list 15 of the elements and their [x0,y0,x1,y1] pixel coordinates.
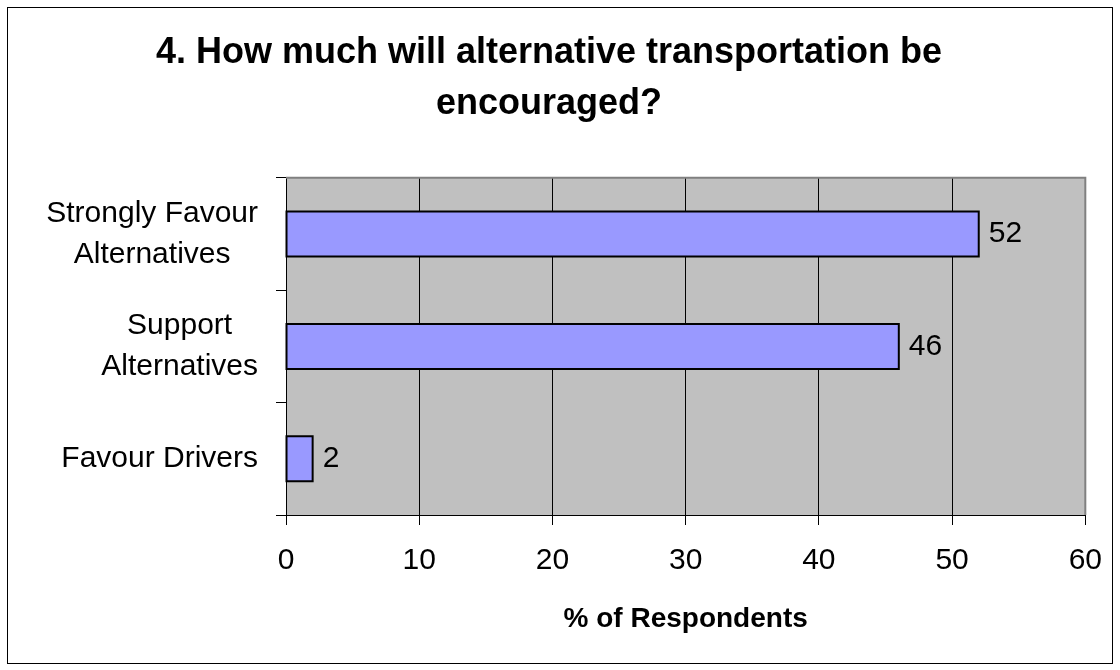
x-tick-label: 20 [535,542,570,576]
x-tick-label: 50 [935,542,969,576]
data-label: 52 [988,215,1023,249]
x-tick-label: 0 [277,542,295,576]
x-tick-label: 30 [668,542,703,576]
x-tick-label: 40 [802,542,836,576]
x-tick-label: 10 [402,542,436,576]
y-tick-label: Support Alternatives [101,307,259,382]
y-tick-label: Favour Drivers [61,440,258,474]
data-label: 46 [908,327,943,361]
x-tick-label: 60 [1068,542,1102,576]
data-label: 2 [322,440,340,474]
x-axis-title: % of Respondents [563,601,808,633]
y-tick-label: Strongly Favour Alternatives [46,194,259,269]
chart-title: 4. How much will alternative transportation be encouraged? [155,30,943,122]
